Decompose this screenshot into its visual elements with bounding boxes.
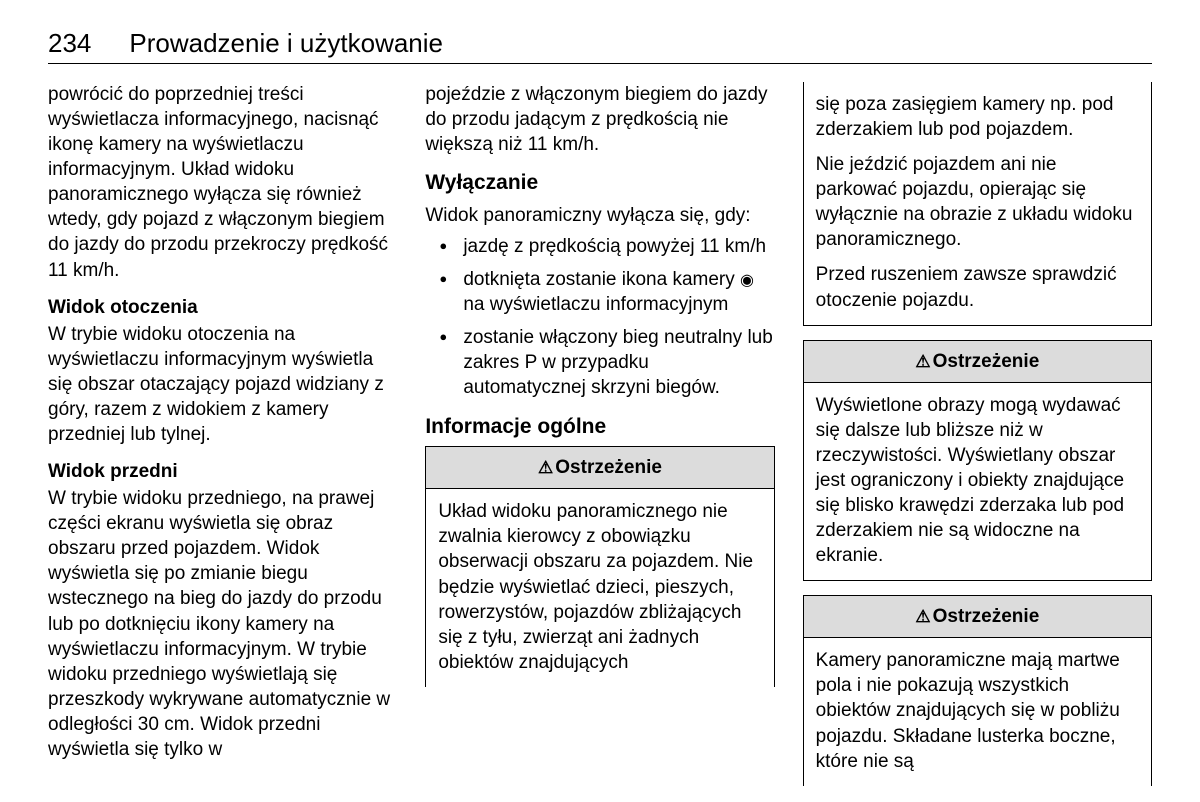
- page-number: 234: [48, 28, 91, 59]
- subheading-surround-view: Widok otoczenia: [48, 295, 397, 320]
- bullet-list: jazdę z prędkością powyżej 11 km/h dotkn…: [425, 234, 774, 400]
- warning-box-continued: się poza zasięgiem kamery np. pod zderza…: [803, 82, 1152, 326]
- warning-body: się poza zasięgiem kamery np. pod zderza…: [804, 82, 1151, 325]
- warning-body: Wyświetlone obrazy mogą wydawać się dals…: [804, 383, 1151, 581]
- warning-body: Kamery panoramiczne mają martwe pola i n…: [804, 638, 1151, 785]
- list-item-text: na wyświetlaczu informacyjnym: [463, 294, 728, 315]
- warning-label: Ostrzeżenie: [555, 457, 662, 478]
- body-text: pojeździe z włączonym biegiem do jazdy d…: [425, 82, 774, 157]
- column-1: powrócić do poprzedniej treści wyświetla…: [48, 82, 397, 800]
- body-text: Widok panoramiczny wyłącza się, gdy:: [425, 203, 774, 228]
- warning-text: Kamery panoramiczne mają martwe pola i n…: [816, 648, 1139, 773]
- list-item: jazdę z prędkością powyżej 11 km/h: [425, 234, 774, 259]
- body-text: W trybie widoku otoczenia na wyświetlacz…: [48, 322, 397, 447]
- warning-title: ⚠Ostrzeżenie: [804, 341, 1151, 383]
- warning-text: się poza zasięgiem kamery np. pod zderza…: [816, 92, 1139, 142]
- warning-text: Przed ruszeniem zawsze sprawdzić otoczen…: [816, 262, 1139, 312]
- warning-body: Układ widoku panoramicznego nie zwalnia …: [426, 489, 773, 687]
- list-item: dotknięta zostanie ikona kamery ◉ na wyś…: [425, 267, 774, 317]
- warning-icon: ⚠: [538, 457, 553, 479]
- warning-text: Nie jeździć pojazdem ani nie parkować po…: [816, 152, 1139, 252]
- warning-box: ⚠Ostrzeżenie Wyświetlone obrazy mogą wyd…: [803, 340, 1152, 582]
- body-text: W trybie widoku przedniego, na prawej cz…: [48, 486, 397, 762]
- list-item-text: jazdę z prędkością powyżej 11 km/h: [463, 236, 766, 257]
- page-header: 234 Prowadzenie i użytkowanie: [48, 28, 1152, 64]
- warning-title: ⚠Ostrzeżenie: [804, 596, 1151, 638]
- section-title: Prowadzenie i użytkowanie: [129, 28, 443, 59]
- list-item-text: dotknięta zostanie ikona kamery: [463, 269, 740, 290]
- content-columns: powrócić do poprzedniej treści wyświetla…: [48, 82, 1152, 800]
- warning-box: ⚠Ostrzeżenie Układ widoku panoramicznego…: [425, 446, 774, 687]
- warning-icon: ⚠: [915, 606, 930, 628]
- camera-icon: ◉: [740, 270, 754, 291]
- list-item: zostanie włączony bieg neutralny lub zak…: [425, 325, 774, 400]
- warning-label: Ostrzeżenie: [933, 606, 1040, 627]
- column-3: się poza zasięgiem kamery np. pod zderza…: [803, 82, 1152, 800]
- warning-box: ⚠Ostrzeżenie Kamery panoramiczne mają ma…: [803, 595, 1152, 785]
- warning-icon: ⚠: [915, 351, 930, 373]
- warning-text: Wyświetlone obrazy mogą wydawać się dals…: [816, 393, 1139, 569]
- body-text: powrócić do poprzedniej treści wyświetla…: [48, 82, 397, 283]
- warning-title: ⚠Ostrzeżenie: [426, 447, 773, 489]
- subheading-front-view: Widok przedni: [48, 459, 397, 484]
- heading-switching-off: Wyłączanie: [425, 169, 774, 197]
- list-item-text: zostanie włączony bieg neutralny lub zak…: [463, 327, 772, 398]
- heading-general-info: Informacje ogólne: [425, 413, 774, 441]
- column-2: pojeździe z włączonym biegiem do jazdy d…: [425, 82, 774, 800]
- warning-text: Układ widoku panoramicznego nie zwalnia …: [438, 499, 761, 675]
- warning-label: Ostrzeżenie: [933, 351, 1040, 372]
- manual-page: 234 Prowadzenie i użytkowanie powrócić d…: [0, 0, 1200, 802]
